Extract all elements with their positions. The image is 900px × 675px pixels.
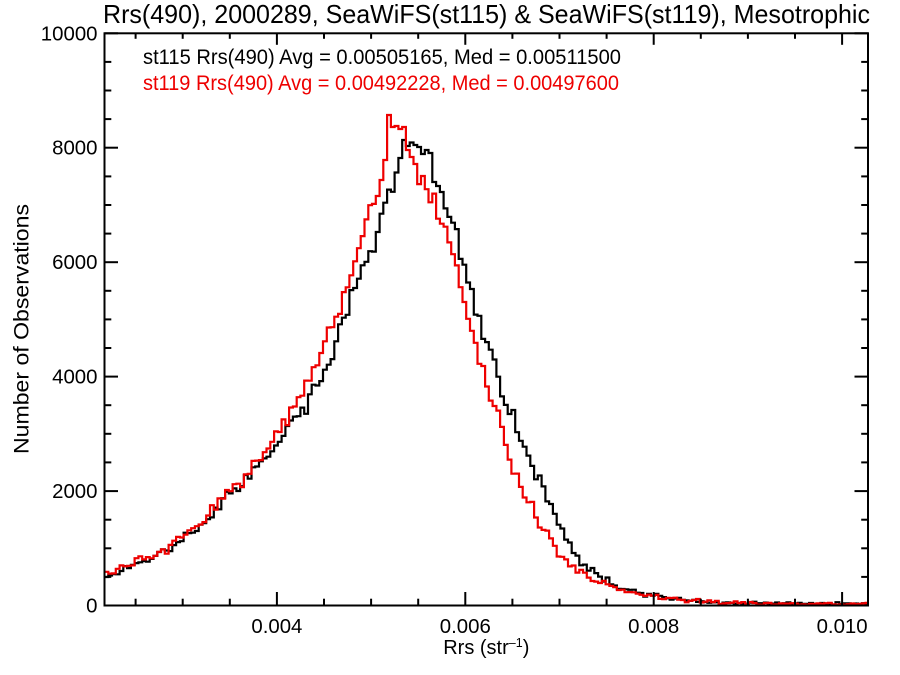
svg-text:st119 Rrs(490) Avg = 0.0049222: st119 Rrs(490) Avg = 0.00492228, Med = 0… bbox=[143, 72, 619, 95]
svg-text:6000: 6000 bbox=[52, 252, 97, 274]
svg-text:Rrs (str–1): Rrs (str–1) bbox=[443, 636, 529, 659]
svg-text:4000: 4000 bbox=[52, 367, 97, 389]
svg-text:0.010: 0.010 bbox=[817, 616, 868, 638]
svg-text:Number of Observations: Number of Observations bbox=[10, 204, 34, 454]
svg-text:8000: 8000 bbox=[52, 138, 97, 160]
svg-text:st115 Rrs(490) Avg = 0.0050516: st115 Rrs(490) Avg = 0.00505165, Med = 0… bbox=[143, 46, 621, 69]
svg-text:10000: 10000 bbox=[41, 23, 98, 45]
svg-text:0.008: 0.008 bbox=[628, 616, 679, 638]
svg-text:0.006: 0.006 bbox=[440, 616, 491, 638]
svg-text:2000: 2000 bbox=[52, 481, 97, 503]
svg-text:0: 0 bbox=[86, 596, 97, 618]
svg-text:Rrs(490), 2000289, SeaWiFS(st1: Rrs(490), 2000289, SeaWiFS(st115) & SeaW… bbox=[103, 0, 870, 29]
svg-text:0.004: 0.004 bbox=[251, 616, 302, 638]
